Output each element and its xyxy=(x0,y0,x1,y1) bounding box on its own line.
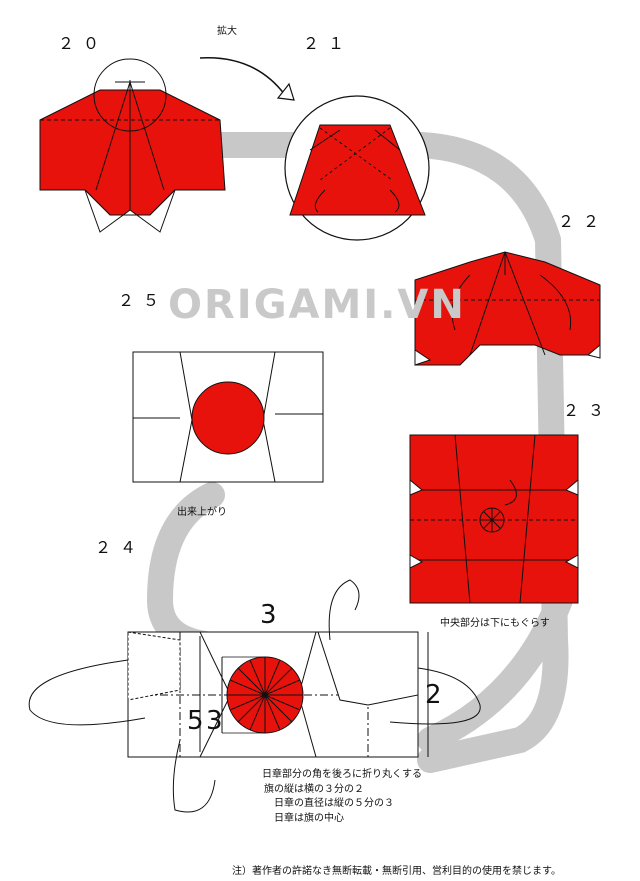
step-23-figure xyxy=(409,434,579,604)
step-label-22: ２２ xyxy=(558,212,609,231)
note-line: 旗の縦は横の３分の２ xyxy=(264,783,364,795)
enlarge-label: 拡大 xyxy=(217,26,237,37)
step-25-flag xyxy=(132,351,324,483)
enlarge-arrow xyxy=(199,57,286,96)
center-tuck-label: 中央部分は下にもぐらす xyxy=(440,618,550,629)
flow-path xyxy=(207,132,573,773)
step-label-24: ２４ xyxy=(95,538,146,557)
instruction-notes: 日章部分の角を後ろに折り丸くする 旗の縦は横の３分の２ 日章の直径は縦の５分の３… xyxy=(262,768,422,826)
finished-label: 出来上がり xyxy=(177,507,227,518)
step-label-23: ２３ xyxy=(563,401,614,420)
note-line: 日章は旗の中心 xyxy=(274,812,344,824)
step-22-figure xyxy=(414,251,601,366)
dimension-diameter-5: 5 xyxy=(187,706,204,736)
watermark: ORIGAMI.VN xyxy=(168,282,466,328)
step-21-figure xyxy=(284,95,430,241)
sun-disc xyxy=(191,381,265,455)
dimension-width: 3 xyxy=(260,600,277,630)
dimension-height: 2 xyxy=(425,680,442,710)
step-label-25: ２５ xyxy=(118,291,169,310)
step-24-figure xyxy=(28,579,481,813)
note-line: 日章の直径は縦の５分の３ xyxy=(274,798,394,809)
copyright-footer: 注）著作者の許諾なき無断転載・無断引用、営利目的の使用を禁じます。 xyxy=(232,866,561,877)
step-label-21: ２１ xyxy=(303,34,354,53)
dimension-diameter-3: 3 xyxy=(206,706,223,736)
note-line: 日章部分の角を後ろに折り丸くする xyxy=(262,769,422,780)
step-20-figure xyxy=(39,58,226,233)
step-label-20: ２０ xyxy=(58,34,109,53)
